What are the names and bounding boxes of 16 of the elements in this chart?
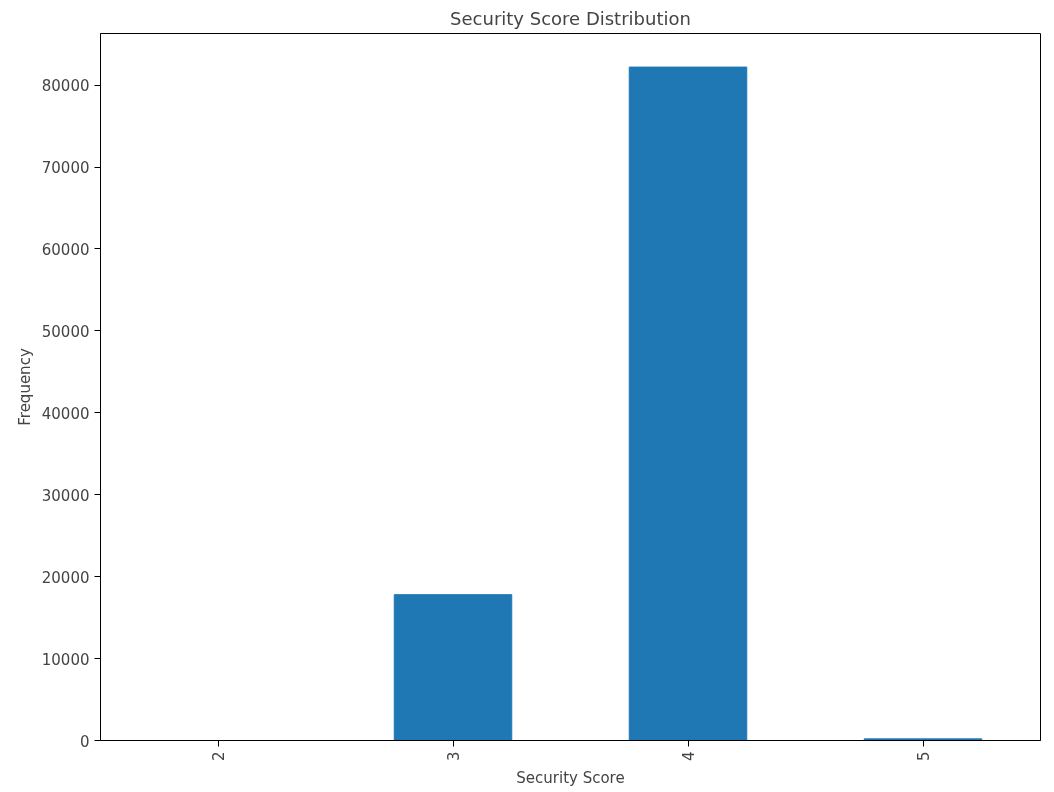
chart-title: Security Score Distribution — [450, 7, 691, 29]
y-tick-label: 40000 — [41, 404, 90, 423]
y-tick-label: 10000 — [41, 650, 90, 669]
x-axis-title: Security Score — [516, 769, 625, 788]
y-tick-label: 30000 — [41, 486, 90, 505]
x-tick-label: 4 — [680, 751, 698, 762]
y-tick-label: 80000 — [41, 77, 90, 96]
y-tick-label: 50000 — [41, 322, 90, 341]
y-tick-label: 20000 — [41, 568, 90, 587]
x-tick-label: 2 — [210, 751, 228, 762]
x-tick-label: 5 — [915, 751, 933, 762]
x-tick-label: 3 — [445, 751, 463, 762]
y-tick-label: 60000 — [41, 240, 90, 259]
y-tick-label: 70000 — [41, 159, 90, 178]
y-axis-title: Frequency — [15, 348, 34, 426]
y-tick-label: 0 — [79, 732, 90, 751]
